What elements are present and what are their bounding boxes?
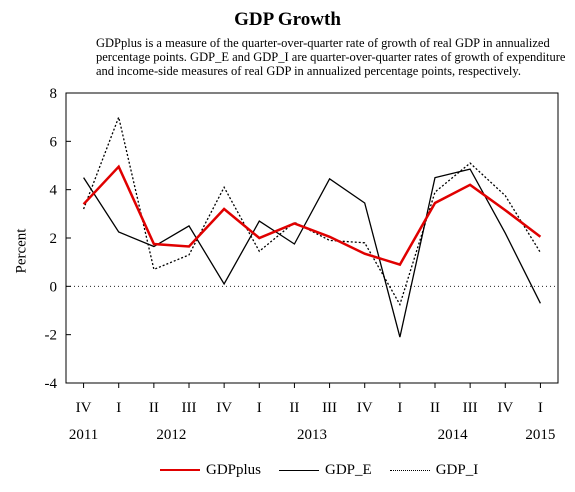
x-year-label: 2013 [297,427,327,443]
series-line-gdp-i [82,114,541,307]
legend-item-gdp-e: GDP_E [279,462,372,479]
y-tick-label: 0 [50,279,58,295]
legend-label-gdp-e: GDP_E [325,461,372,478]
x-tick-label: III [322,400,337,416]
x-tick-label: IV [216,400,232,416]
x-tick-label: IV [497,400,513,416]
legend-swatch-gdp-i [389,469,430,471]
x-tick-label: IV [357,400,373,416]
x-tick-label: II [289,400,299,416]
y-tick-label: 6 [50,134,58,150]
x-tick-label: I [116,400,121,416]
x-tick-label: I [257,400,262,416]
x-tick-label: III [182,400,197,416]
x-year-label: 2014 [438,427,469,443]
legend-label-gdp-i: GDP_I [435,461,479,478]
x-year-label: 2011 [69,427,98,443]
x-tick-label: I [397,400,402,416]
x-tick-label: I [538,400,543,416]
x-tick-label: IV [76,400,92,416]
legend-item-gdpplus: GDPplus [160,462,261,479]
legend-swatch-gdp-e [279,469,320,471]
x-tick-label: II [430,400,440,416]
plot-frame [65,92,559,384]
y-tick-label: 2 [50,231,58,247]
x-tick-label: II [149,400,159,416]
legend: GDPplus GDP_E GDP_I [160,458,496,482]
y-tick-label: -2 [45,328,58,344]
legend-item-gdp-i: GDP_I [389,461,479,479]
legend-swatch-gdpplus [160,469,200,471]
chart-subtitle: GDPplus is a measure of the quarter-over… [96,36,566,78]
chart-title: GDP Growth [234,9,341,30]
series-line-gdp-e [83,168,541,338]
x-year-label: 2012 [156,427,186,443]
x-year-label: 2015 [525,427,555,443]
y-tick-label: -4 [45,376,58,392]
y-tick-label: 8 [50,86,58,102]
series-line-gdpplus [82,164,542,267]
y-tick-label: 4 [50,183,58,199]
legend-label-gdpplus: GDPplus [206,461,262,478]
x-tick-label: III [463,400,478,416]
